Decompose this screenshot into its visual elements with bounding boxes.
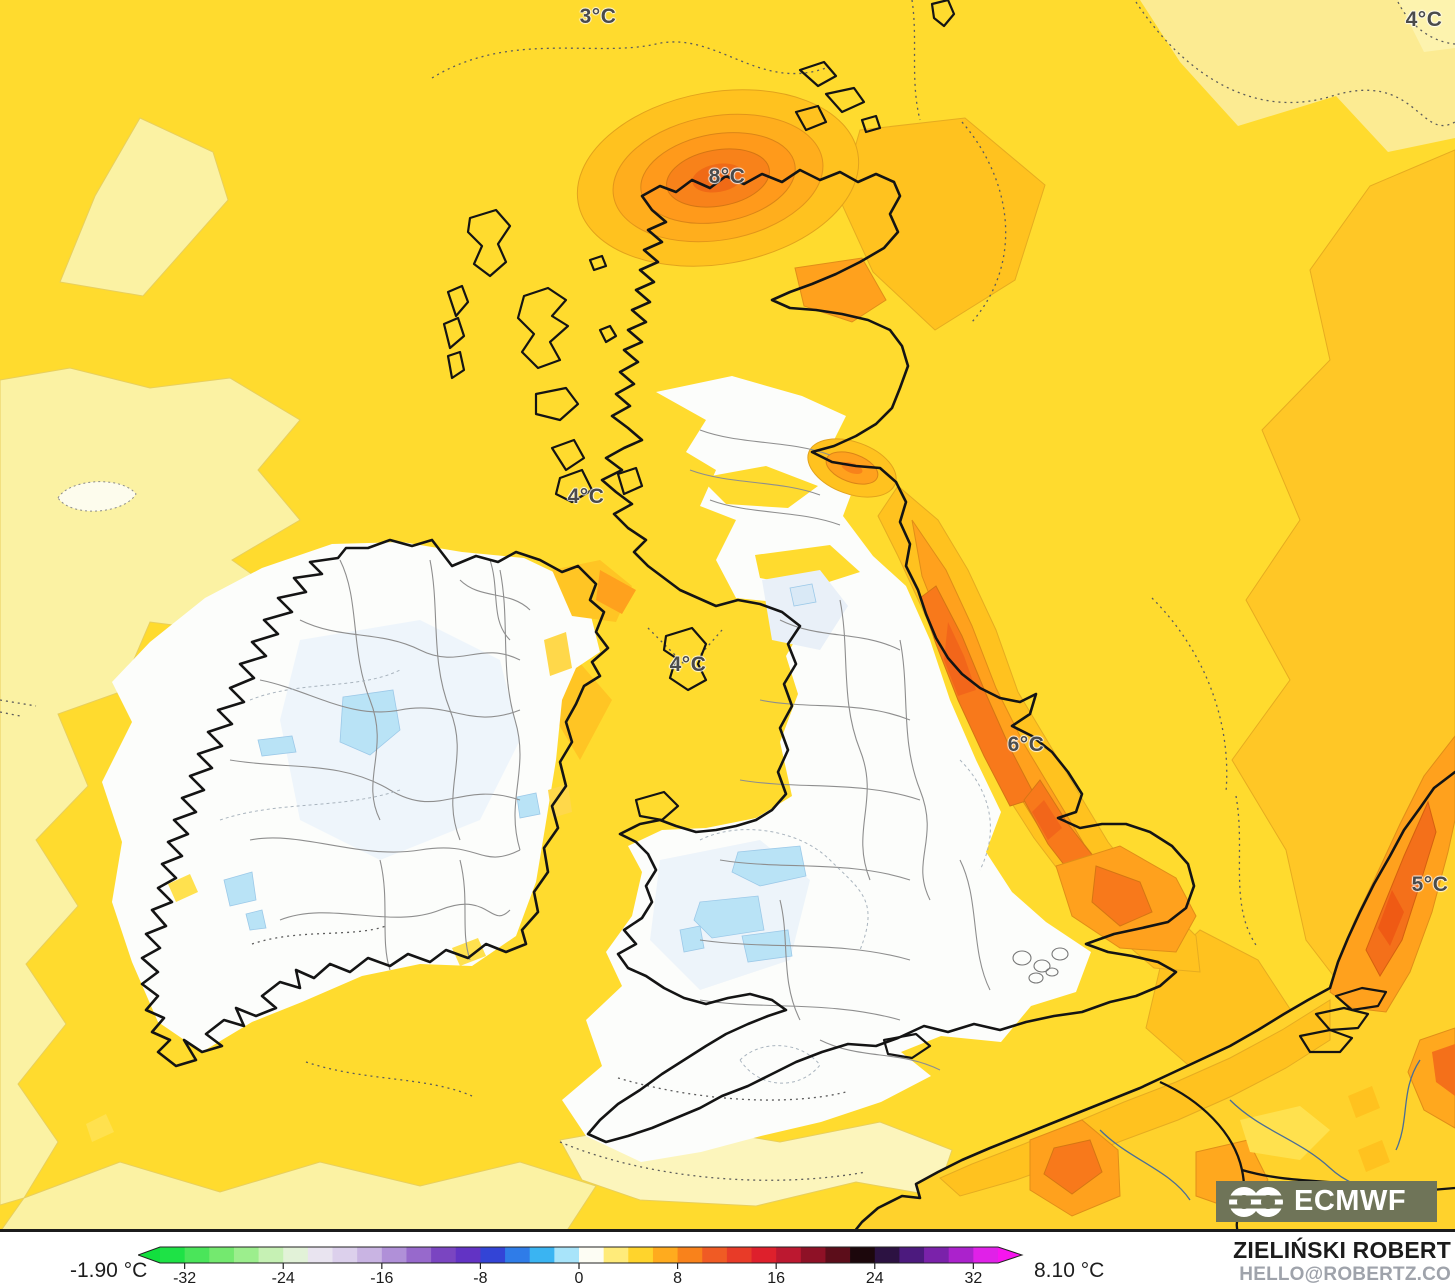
temp-label-isle-of-man: 4°C — [669, 653, 707, 676]
attribution-name: ZIELIŃSKI ROBERT — [1233, 1237, 1451, 1263]
basemap-svg — [0, 0, 1455, 1232]
temp-label-west-scotland: 4°C — [567, 485, 605, 508]
warm-orange-layer — [576, 89, 1201, 973]
attribution: ZIELIŃSKI ROBERT HELLO@ROBERTZ.CO — [1233, 1237, 1451, 1285]
temp-label-netherlands: 5°C — [1411, 873, 1449, 896]
temp-label-northeast: 4°C — [1405, 8, 1443, 31]
svg-text:16: 16 — [767, 1270, 785, 1287]
svg-text:-8: -8 — [473, 1270, 487, 1287]
dotted-contour-layer — [0, 0, 1455, 1181]
svg-text:0: 0 — [575, 1270, 584, 1287]
temp-label-scotland-max: 8°C — [708, 165, 746, 188]
pale-yellow-layer — [0, 0, 1455, 1232]
coastline-layer — [140, 0, 1455, 1232]
london-boundary-cluster — [1012, 947, 1069, 984]
svg-text:-32: -32 — [173, 1270, 196, 1287]
coastline-islands — [442, 0, 956, 1060]
map-bottom-border — [0, 1229, 1455, 1232]
temperature-map: 3°C 4°C 8°C 4°C 4°C 6°C 5°C ECMWF — [0, 0, 1455, 1232]
colorbar-max-label: 8.10 °C — [1034, 1259, 1105, 1282]
svg-text:-24: -24 — [272, 1270, 295, 1287]
colorbar: -32 -24 -16 -8 0 8 16 24 32 — [138, 1246, 1024, 1287]
colorbar-min-label: -1.90 °C — [70, 1259, 148, 1282]
svg-text:32: 32 — [964, 1270, 982, 1287]
berwick-warm-spot — [807, 438, 897, 498]
scotland-warm-core — [576, 89, 860, 267]
svg-text:8: 8 — [673, 1270, 682, 1287]
east-england-warm-band — [877, 485, 1201, 973]
admin-boundaries-ireland — [229, 559, 531, 971]
legend-footer: -1.90 °C -32 -24 -16 -8 0 8 16 24 32 8.10 °C ZIE… — [0, 1232, 1455, 1287]
admin-boundaries-britain — [689, 429, 1069, 1071]
ecmwf-watermark: ECMWF — [1216, 1181, 1437, 1222]
temp-label-east-england: 6°C — [1007, 733, 1045, 756]
coastline-continent — [852, 770, 1455, 1232]
temp-label-north: 3°C — [579, 5, 617, 28]
coastline-britain — [586, 168, 1196, 1144]
coastline-ireland — [140, 538, 610, 1068]
svg-text:24: 24 — [866, 1270, 884, 1287]
coastline-zeeland-islands — [1298, 986, 1388, 1054]
ecmwf-watermark-text: ECMWF — [1294, 1185, 1407, 1217]
cool-patch-layer — [223, 570, 848, 990]
attribution-email: HELLO@ROBERTZ.CO — [1239, 1263, 1451, 1285]
ecmwf-logo-icon — [1225, 1186, 1287, 1217]
continent-layer — [854, 735, 1455, 1232]
svg-text:-16: -16 — [370, 1270, 393, 1287]
